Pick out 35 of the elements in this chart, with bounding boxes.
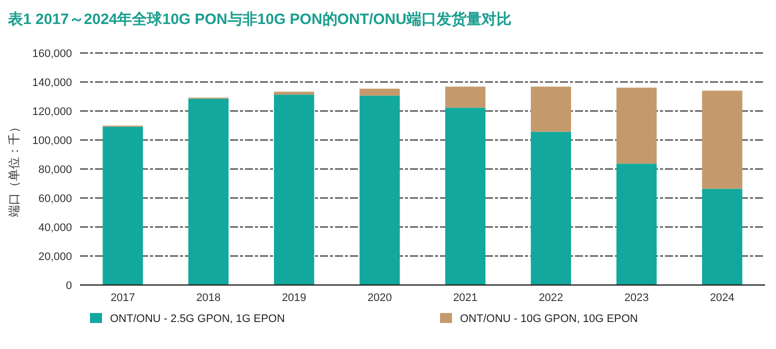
legend-label: ONT/ONU - 2.5G GPON, 1G EPON (110, 313, 285, 325)
y-tick-label: 120,000 (32, 106, 72, 118)
bar (530, 132, 572, 285)
y-tick-label: 100,000 (32, 135, 72, 147)
bar (360, 88, 400, 96)
y-tick-label: 80,000 (38, 164, 72, 176)
bar (360, 96, 400, 285)
y-tick-label: 20,000 (38, 251, 72, 263)
x-tick-label: 2018 (196, 292, 221, 304)
x-tick-label: 2022 (538, 292, 564, 304)
bar (702, 90, 742, 189)
y-tick-label: 140,000 (32, 77, 72, 89)
bar (530, 86, 572, 132)
y-axis-title: 端口（单位：千） (7, 121, 21, 217)
legend-label: ONT/ONU - 10G GPON, 10G EPON (460, 313, 638, 325)
bar (702, 188, 742, 285)
x-tick-label: 2020 (367, 292, 392, 304)
bar (274, 94, 314, 285)
bar (102, 126, 143, 285)
bar (616, 164, 657, 285)
x-tick-label: 2024 (710, 292, 734, 304)
y-tick-label: 40,000 (38, 222, 72, 234)
y-tick-label: 0 (66, 280, 72, 292)
bar (445, 108, 486, 285)
bar (188, 98, 229, 285)
x-tick-label: 2017 (110, 292, 136, 304)
y-tick-label: 60,000 (38, 193, 72, 205)
bar (274, 92, 314, 95)
bar (616, 88, 657, 164)
y-tick-label: 160,000 (32, 48, 72, 60)
bar (445, 86, 486, 108)
x-tick-label: 2023 (624, 292, 649, 304)
chart-title: 表1 2017～2024年全球10G PON与非10G PON的ONT/ONU端口发货量对比 (7, 11, 512, 28)
x-tick-label: 2019 (282, 292, 306, 304)
x-tick-label: 2021 (453, 292, 478, 304)
